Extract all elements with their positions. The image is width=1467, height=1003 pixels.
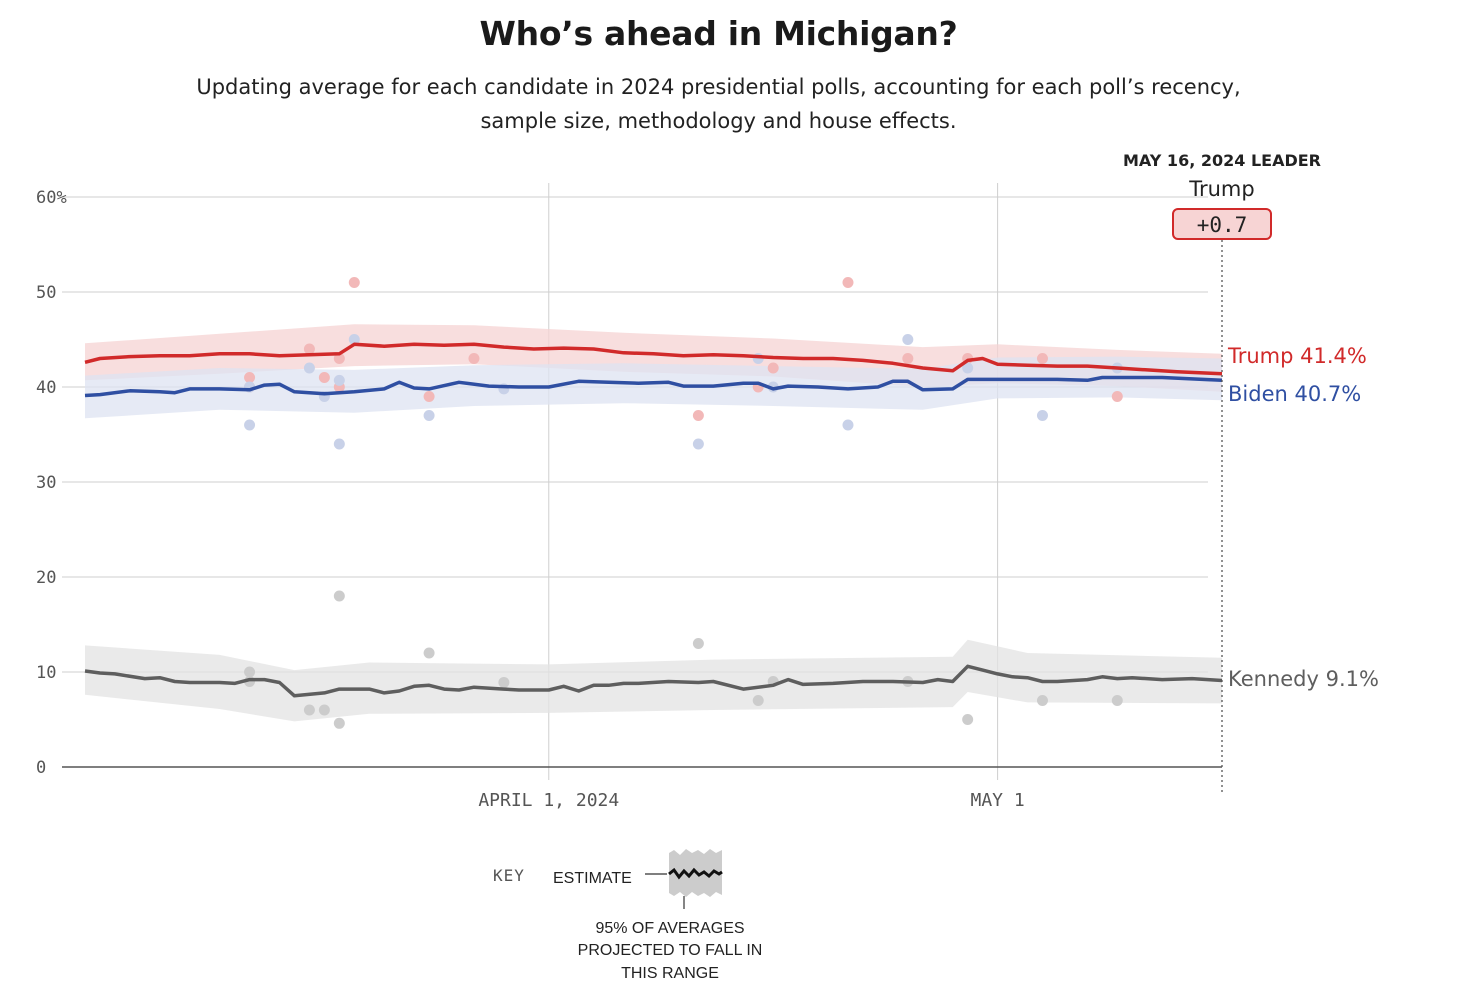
poll-dot-trump bbox=[303, 343, 315, 355]
poll-dot-biden bbox=[902, 334, 914, 345]
key-range-line-2: PROJECTED TO FALL IN bbox=[578, 942, 763, 959]
poll-dot-kennedy bbox=[244, 666, 256, 678]
key: KEY ESTIMATE 95% OF AVERAGES PROJECTED T… bbox=[493, 849, 762, 982]
poll-dot-kennedy bbox=[333, 590, 345, 602]
y-tick-label: 10 bbox=[36, 663, 56, 683]
poll-dot-trump bbox=[692, 410, 704, 421]
axes: 0 10 20 30 40 50 60% APRIL 1, 2024 MAY 1 bbox=[36, 188, 1223, 811]
poll-dot-kennedy bbox=[333, 717, 345, 729]
poll-dot-trump bbox=[842, 277, 854, 288]
confidence-band-kennedy bbox=[85, 639, 1222, 722]
subtitle-line-1: Updating average for each candidate in 2… bbox=[196, 75, 1241, 99]
poll-dot-kennedy bbox=[1111, 695, 1123, 706]
end-label-trump: Trump 41.4% bbox=[1227, 344, 1367, 368]
poll-dots bbox=[244, 277, 1123, 729]
y-tick-label: 40 bbox=[36, 378, 56, 398]
poll-dot-kennedy bbox=[303, 704, 315, 716]
poll-dot-kennedy bbox=[1036, 695, 1048, 706]
poll-dot-trump bbox=[333, 353, 345, 364]
y-tick-label: 60% bbox=[36, 188, 67, 208]
chart-subtitle: Updating average for each candidate in 2… bbox=[120, 70, 1317, 138]
chart-title: Who’s ahead in Michigan? bbox=[479, 14, 958, 53]
poll-dot-kennedy bbox=[498, 676, 510, 688]
key-range-line-1: 95% OF AVERAGES bbox=[595, 920, 744, 937]
key-estimate-label: ESTIMATE bbox=[553, 870, 632, 887]
poll-dot-trump bbox=[423, 391, 435, 402]
y-tick-label: 20 bbox=[36, 568, 56, 588]
average-line-trump bbox=[84, 342, 1223, 376]
key-label: KEY bbox=[493, 866, 525, 885]
x-tick-label: MAY 1 bbox=[970, 790, 1024, 811]
leader-margin-badge bbox=[1172, 208, 1272, 240]
leader-box: MAY 16, 2024 LEADER Trump +0.7 bbox=[1123, 151, 1321, 240]
poll-dot-biden bbox=[333, 374, 345, 386]
average-lines bbox=[84, 342, 1223, 698]
leader-margin: +0.7 bbox=[1197, 213, 1248, 237]
poll-dot-biden bbox=[1036, 410, 1048, 421]
x-tick-label: APRIL 1, 2024 bbox=[478, 790, 619, 811]
poll-dot-kennedy bbox=[752, 695, 764, 706]
poll-dot-kennedy bbox=[423, 647, 435, 659]
end-labels: Trump 41.4% Biden 40.7% Kennedy 9.1% bbox=[1227, 344, 1379, 691]
poll-dot-trump bbox=[767, 362, 779, 374]
poll-dot-trump bbox=[1111, 391, 1123, 402]
average-line-kennedy bbox=[84, 664, 1223, 698]
poll-dot-biden bbox=[962, 362, 974, 374]
poll-dot-biden bbox=[692, 438, 704, 450]
average-line-biden bbox=[84, 375, 1223, 398]
poll-dot-trump bbox=[1036, 353, 1048, 364]
poll-dot-trump bbox=[348, 277, 360, 288]
y-tick-label: 30 bbox=[36, 473, 56, 493]
poll-dot-biden bbox=[303, 362, 315, 374]
confidence-band-biden bbox=[85, 356, 1222, 419]
poll-dot-kennedy bbox=[962, 714, 974, 725]
subtitle-line-2: sample size, methodology and house effec… bbox=[480, 109, 957, 133]
poll-dot-biden bbox=[842, 419, 854, 431]
poll-dot-biden bbox=[423, 410, 435, 421]
poll-dot-biden bbox=[333, 438, 345, 450]
poll-dot-biden bbox=[348, 334, 360, 345]
leader-date-label: MAY 16, 2024 LEADER bbox=[1123, 151, 1321, 170]
poll-dot-kennedy bbox=[692, 638, 704, 649]
poll-dot-biden bbox=[244, 419, 256, 431]
poll-dot-trump bbox=[244, 372, 256, 383]
poll-dot-trump bbox=[468, 353, 480, 364]
confidence-bands bbox=[85, 324, 1222, 722]
poll-dot-trump bbox=[318, 372, 330, 383]
poll-dot-trump bbox=[902, 353, 914, 364]
end-label-biden: Biden 40.7% bbox=[1228, 382, 1361, 406]
y-tick-label: 50 bbox=[36, 283, 56, 303]
leader-name: Trump bbox=[1188, 177, 1254, 201]
key-estimate-line bbox=[668, 867, 723, 880]
key-range-line-3: THIS RANGE bbox=[621, 965, 719, 982]
end-label-kennedy: Kennedy 9.1% bbox=[1228, 667, 1379, 691]
y-tick-label: 0 bbox=[36, 758, 46, 778]
poll-dot-kennedy bbox=[318, 704, 330, 716]
